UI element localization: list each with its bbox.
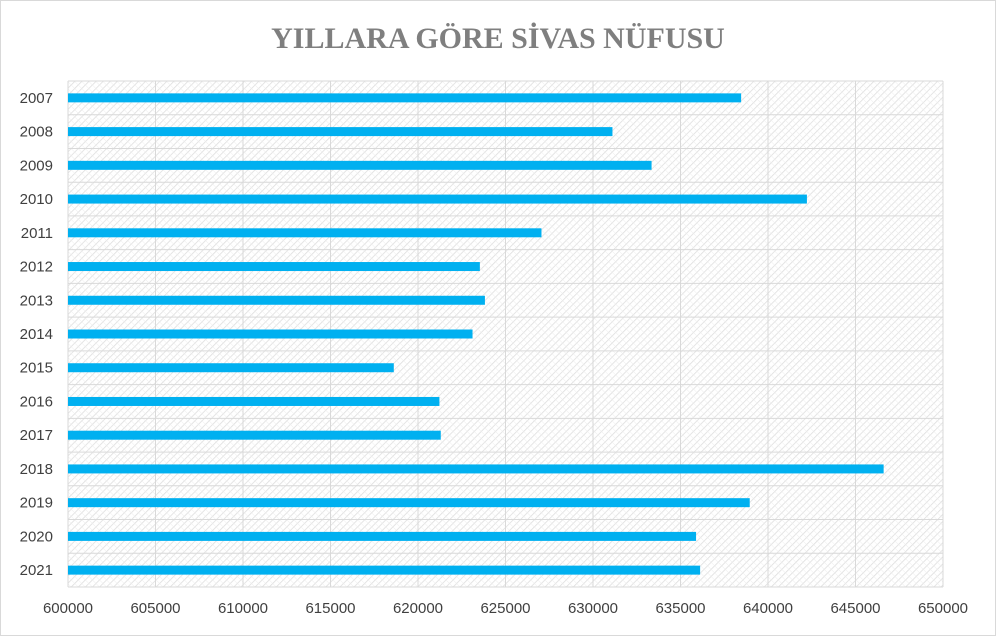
x-tick-label: 640000 bbox=[743, 600, 793, 617]
y-tick-label: 2015 bbox=[20, 360, 53, 377]
x-tick-label: 630000 bbox=[568, 600, 618, 617]
bar-2021 bbox=[68, 565, 701, 575]
y-tick-label: 2012 bbox=[20, 259, 53, 276]
bar-2016 bbox=[68, 396, 440, 406]
bar-2010 bbox=[68, 194, 807, 204]
y-tick-label: 2021 bbox=[20, 562, 53, 579]
bar-2007 bbox=[68, 93, 742, 103]
x-tick-label: 620000 bbox=[393, 600, 443, 617]
bar-2017 bbox=[68, 430, 441, 440]
y-tick-label: 2007 bbox=[20, 90, 53, 107]
x-tick-label: 645000 bbox=[830, 600, 880, 617]
y-tick-label: 2009 bbox=[20, 157, 53, 174]
y-tick-label: 2017 bbox=[20, 427, 53, 444]
chart-title: YILLARA GÖRE SİVAS NÜFUSU bbox=[271, 22, 725, 55]
bar-2012 bbox=[68, 262, 480, 272]
x-tick-label: 650000 bbox=[918, 600, 968, 617]
x-tick-label: 615000 bbox=[305, 600, 355, 617]
x-tick-label: 625000 bbox=[480, 600, 530, 617]
y-axis-labels: 2007 2008 2009 2010 2011 2012 2013 2014 2015 2016… bbox=[20, 90, 53, 579]
x-tick-label: 605000 bbox=[130, 600, 180, 617]
x-tick-label: 635000 bbox=[655, 600, 705, 617]
bar-2015 bbox=[68, 363, 394, 373]
bar-2018 bbox=[68, 464, 884, 474]
y-tick-label: 2011 bbox=[21, 225, 53, 242]
bars bbox=[68, 93, 884, 575]
bar-2020 bbox=[68, 531, 697, 541]
x-axis-labels: 600000 605000 610000 615000 620000 625000 6300… bbox=[43, 600, 968, 617]
x-tick-label: 610000 bbox=[218, 600, 268, 617]
y-tick-label: 2020 bbox=[20, 528, 53, 545]
y-tick-label: 2018 bbox=[20, 461, 53, 478]
bar-2009 bbox=[68, 160, 652, 170]
x-tick-label: 600000 bbox=[43, 600, 93, 617]
bar-2013 bbox=[68, 295, 485, 305]
bar-2008 bbox=[68, 127, 613, 137]
y-tick-label: 2008 bbox=[20, 124, 53, 141]
y-tick-label: 2010 bbox=[20, 191, 53, 208]
bar-2019 bbox=[68, 498, 750, 508]
y-tick-label: 2016 bbox=[20, 393, 53, 410]
bar-2014 bbox=[68, 329, 473, 339]
y-tick-label: 2014 bbox=[20, 326, 53, 343]
y-tick-label: 2013 bbox=[20, 292, 53, 309]
bar-2011 bbox=[68, 228, 542, 238]
y-tick-label: 2019 bbox=[20, 495, 53, 512]
